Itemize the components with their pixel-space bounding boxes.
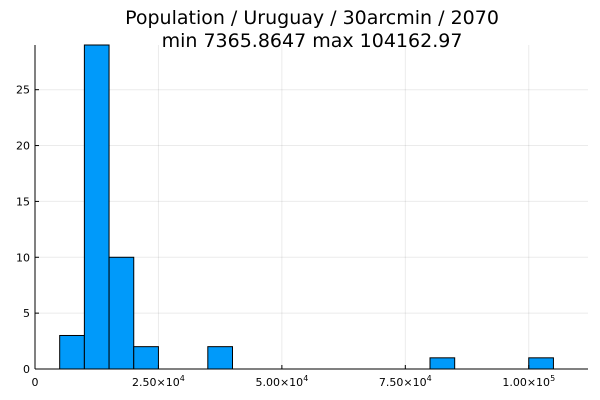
y-tick-label: 10 [16, 251, 30, 264]
y-tick-label: 5 [23, 307, 30, 320]
y-axis-ticks: 0 5 10 15 20 25 [16, 84, 39, 376]
x-tick-label: 7.50×104 [379, 374, 432, 389]
histogram-bar [528, 357, 554, 370]
y-tick-label: 20 [16, 140, 30, 153]
chart-title-line-1: Population / Uruguay / 30arcmin / 2070 [125, 7, 499, 29]
histogram-bar [133, 346, 159, 370]
y-tick-label: 15 [16, 195, 30, 208]
histogram-bar [429, 357, 456, 370]
x-tick-label: 1.00×105 [502, 374, 555, 389]
histogram-bar [83, 44, 110, 370]
histogram-bars [59, 44, 554, 370]
histogram-bar [59, 334, 85, 370]
x-axis-ticks: 0 2.50×104 5.00×104 7.50×104 1.00×105 [32, 365, 555, 389]
y-tick-label: 25 [16, 84, 30, 97]
y-tick-label: 0 [23, 363, 30, 376]
histogram-bar [108, 256, 135, 370]
histogram-bar [207, 346, 233, 370]
axes [34, 45, 588, 370]
x-tick-label: 5.00×104 [255, 374, 308, 389]
chart-title-line-2: min 7365.8647 max 104162.97 [162, 30, 463, 52]
x-tick-label: 0 [32, 376, 39, 389]
chart-title: Population / Uruguay / 30arcmin / 2070 m… [125, 7, 499, 52]
x-tick-label: 2.50×104 [132, 374, 185, 389]
